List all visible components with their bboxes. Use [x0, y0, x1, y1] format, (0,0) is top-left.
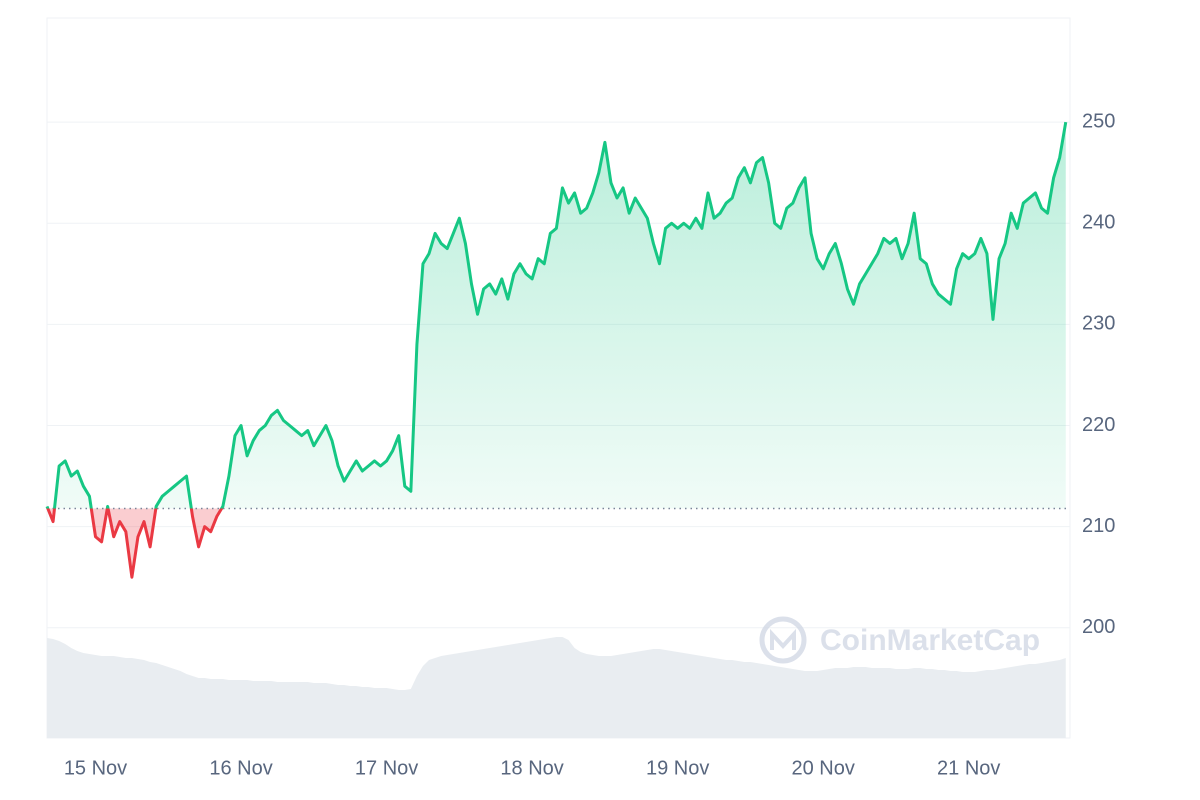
area-down — [47, 508, 222, 578]
price-line-down — [46, 508, 224, 579]
x-tick-label: 16 Nov — [209, 757, 272, 779]
volume-area — [47, 637, 1066, 738]
x-tick-label: 18 Nov — [500, 757, 563, 779]
area-up — [47, 122, 1066, 509]
watermark-text: CoinMarketCap — [820, 624, 1040, 657]
y-tick-label: 240 — [1082, 212, 1115, 234]
y-tick-label: 250 — [1082, 110, 1115, 132]
logo-icon — [759, 616, 807, 664]
x-tick-label: 20 Nov — [792, 757, 855, 779]
x-tick-label: 21 Nov — [937, 757, 1000, 779]
price-line-up — [45, 121, 1068, 509]
y-tick-label: 220 — [1082, 414, 1115, 436]
x-tick-label: 19 Nov — [646, 757, 709, 779]
y-tick-label: 210 — [1082, 515, 1115, 537]
watermark: CoinMarketCap — [759, 616, 1040, 664]
logo-icon — [770, 628, 796, 650]
x-tick-label: 15 Nov — [64, 757, 127, 779]
y-tick-label: 230 — [1082, 313, 1115, 335]
y-tick-label: 200 — [1082, 616, 1115, 638]
x-tick-label: 17 Nov — [355, 757, 418, 779]
